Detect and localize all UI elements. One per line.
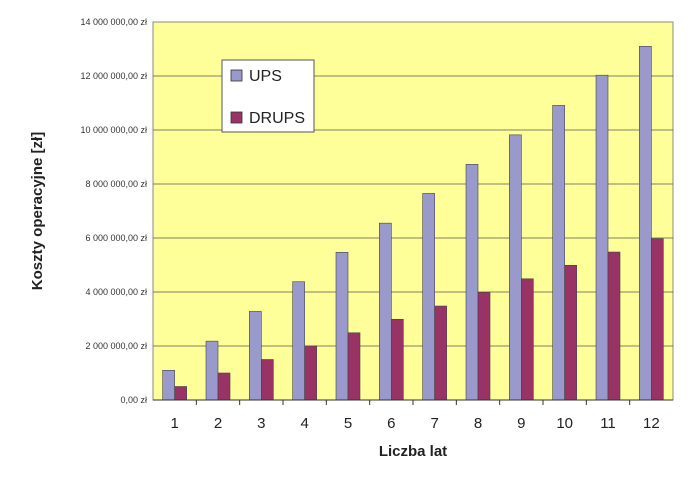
bar-ups-5 (335, 252, 349, 401)
x-axis-ticks: 1 2 3 4 5 6 7 8 9 10 11 12 (170, 400, 660, 432)
x-tick-label: 2 (214, 415, 222, 432)
x-tick-label: 4 (300, 415, 308, 432)
x-tick-label: 7 (430, 415, 438, 432)
legend-swatch-ups (230, 69, 243, 82)
bar-ups-8 (465, 163, 479, 401)
y-tick-label: 6 000 000,00 zł (85, 233, 147, 243)
bar-ups-2 (205, 340, 219, 401)
bar-drups-1 (174, 386, 187, 401)
x-tick-label: 11 (600, 415, 616, 432)
x-tick-label: 6 (387, 415, 395, 432)
legend: UPS DRUPS (221, 59, 315, 133)
legend-label-drups: DRUPS (249, 110, 305, 127)
bar-drups-11 (607, 251, 621, 401)
x-tick-label: 5 (344, 415, 352, 432)
y-tick-label: 8 000 000,00 zł (85, 179, 147, 189)
y-tick-label: 2 000 000,00 zł (85, 341, 147, 351)
bar-drups-9 (521, 278, 534, 401)
bar-ups-4 (292, 281, 305, 401)
bar-ups-10 (552, 105, 565, 401)
y-axis-ticks: 0,00 zł 2 000 000,00 zł 4 000 000,00 zł 6 0… (80, 17, 147, 405)
y-tick-label: 10 000 000,00 zł (80, 125, 147, 135)
bar-ups-6 (379, 222, 392, 401)
x-tick-label: 3 (257, 415, 265, 432)
y-tick-label: 4 000 000,00 zł (85, 287, 147, 297)
bar-ups-12 (639, 45, 652, 401)
x-axis-title: Liczba lat (379, 443, 447, 460)
bar-drups-6 (391, 318, 404, 401)
bar-ups-9 (509, 134, 522, 401)
y-tick-label: 12 000 000,00 zł (80, 71, 147, 81)
bar-drups-10 (564, 264, 577, 401)
bars (162, 45, 664, 401)
bar-ups-11 (595, 74, 609, 401)
y-tick-label: 0,00 zł (120, 395, 147, 405)
bar-drups-2 (217, 372, 231, 401)
legend-swatch-drups (230, 111, 243, 124)
bar-drups-5 (347, 332, 361, 401)
x-tick-label: 10 (556, 415, 573, 432)
bar-drups-8 (477, 291, 491, 401)
bar-drups-7 (434, 305, 447, 401)
bar-ups-3 (249, 311, 262, 401)
x-tick-label: 12 (643, 415, 660, 432)
y-tick-label: 14 000 000,00 zł (80, 17, 147, 27)
bar-drups-4 (304, 345, 317, 401)
y-axis-title: Koszty operacyjne [zł] (29, 132, 46, 290)
bar-drups-3 (261, 359, 274, 401)
x-tick-label: 8 (474, 415, 482, 432)
legend-label-ups: UPS (249, 68, 282, 85)
x-tick-label: 1 (170, 415, 178, 432)
bar-ups-1 (162, 369, 175, 401)
bar-ups-7 (422, 193, 435, 401)
bar-drups-12 (651, 238, 664, 401)
x-tick-label: 9 (517, 415, 525, 432)
